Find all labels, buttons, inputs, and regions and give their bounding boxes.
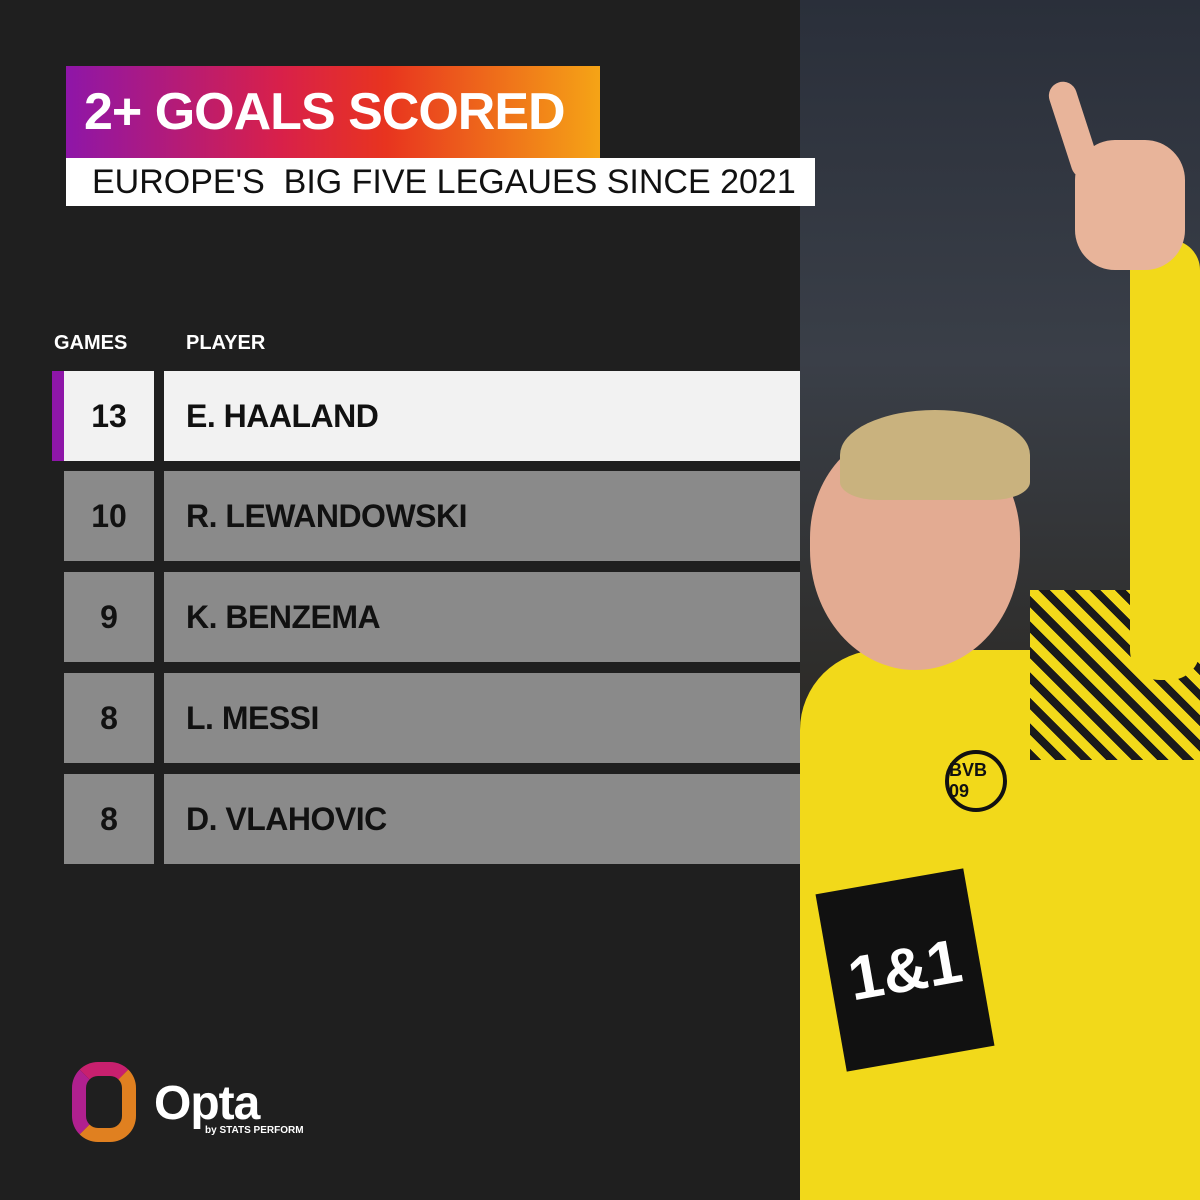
- subtitle: EUROPE'S BIG FIVE LEGAUES SINCE 2021: [66, 158, 815, 206]
- brand-name: Opta: [154, 1077, 260, 1130]
- games-cell: 10: [64, 471, 154, 561]
- player-photo: BVB 09 1&1: [800, 0, 1200, 1200]
- player-cell: R. LEWANDOWSKI: [164, 471, 800, 561]
- player-cell: D. VLAHOVIC: [164, 774, 800, 864]
- games-cell: 8: [64, 774, 154, 864]
- club-badge: BVB 09: [945, 750, 1007, 812]
- header-player: PLAYER: [186, 332, 266, 354]
- sponsor-logo: 1&1: [815, 868, 995, 1072]
- table-row: 8 D. VLAHOVIC: [0, 774, 800, 864]
- games-cell: 13: [64, 371, 154, 461]
- table-row: 8 L. MESSI: [0, 673, 800, 763]
- player-cell: L. MESSI: [164, 673, 800, 763]
- games-cell: 8: [64, 673, 154, 763]
- player-cell: K. BENZEMA: [164, 572, 800, 662]
- player-cell: E. HAALAND: [164, 371, 800, 461]
- pointing-finger: [1045, 78, 1103, 182]
- player-hair: [840, 410, 1030, 500]
- games-cell: 9: [64, 572, 154, 662]
- table-row: 13 E. HAALAND: [0, 371, 800, 461]
- title: 2+ GOALS SCORED: [66, 66, 600, 158]
- table-row: 9 K. BENZEMA: [0, 572, 800, 662]
- raised-arm: [1130, 240, 1200, 680]
- highlight-accent: [52, 371, 64, 461]
- header-games: GAMES: [54, 332, 128, 354]
- opta-logo-icon: [72, 1062, 136, 1142]
- table-row: 10 R. LEWANDOWSKI: [0, 471, 800, 561]
- brand-tagline: by STATS PERFORM: [205, 1125, 304, 1136]
